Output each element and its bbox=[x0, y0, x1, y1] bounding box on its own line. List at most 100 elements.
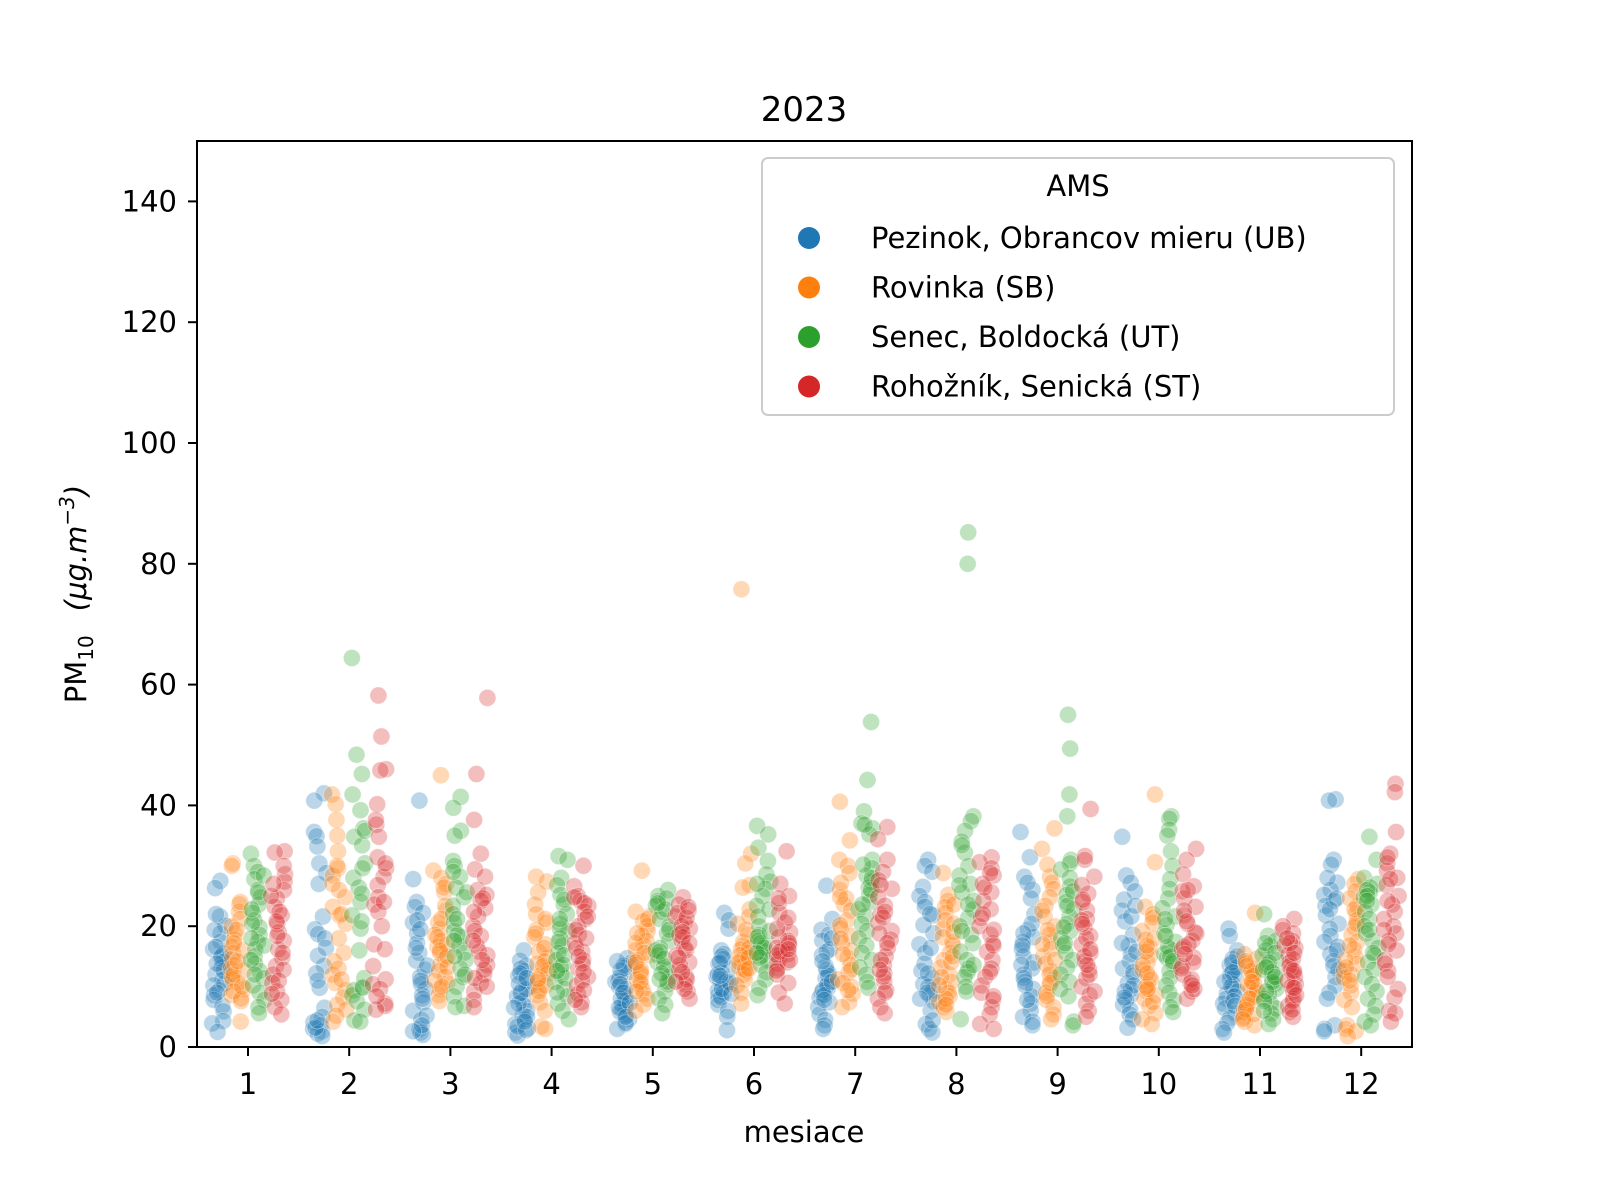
data-point bbox=[779, 945, 798, 963]
data-point bbox=[1234, 1010, 1252, 1029]
legend-label: Pezinok, Obrancov mieru (UB) bbox=[871, 221, 1307, 255]
data-point bbox=[612, 989, 630, 1008]
data-point bbox=[1326, 968, 1345, 986]
data-point bbox=[323, 875, 342, 893]
data-point bbox=[227, 920, 246, 939]
data-point bbox=[1361, 1016, 1380, 1035]
data-point bbox=[767, 939, 786, 957]
data-point bbox=[305, 791, 324, 810]
data-point bbox=[1368, 875, 1387, 893]
data-point bbox=[1245, 1016, 1264, 1035]
data-point bbox=[520, 977, 538, 996]
data-point bbox=[614, 956, 633, 975]
data-point bbox=[815, 991, 834, 1009]
data-point bbox=[841, 831, 859, 850]
data-point bbox=[1158, 826, 1177, 845]
data-point bbox=[1133, 1010, 1151, 1029]
data-point bbox=[1172, 959, 1191, 978]
data-point bbox=[1255, 989, 1274, 1008]
data-point bbox=[871, 905, 890, 923]
data-point bbox=[874, 968, 893, 986]
data-point bbox=[1348, 896, 1367, 915]
data-point bbox=[855, 802, 873, 821]
data-point bbox=[334, 988, 353, 1007]
data-point bbox=[1052, 929, 1070, 948]
data-point bbox=[332, 970, 351, 989]
data-point bbox=[957, 982, 976, 1001]
data-point bbox=[817, 876, 836, 895]
data-point bbox=[265, 998, 284, 1016]
data-point bbox=[344, 981, 363, 1000]
data-point bbox=[254, 866, 273, 885]
data-point bbox=[720, 959, 739, 978]
data-point bbox=[712, 988, 731, 1007]
data-point bbox=[228, 952, 247, 971]
data-point bbox=[206, 965, 225, 984]
data-point bbox=[1264, 1010, 1282, 1029]
data-point bbox=[1266, 965, 1285, 984]
data-point bbox=[933, 928, 952, 946]
data-point bbox=[245, 870, 264, 888]
data-point bbox=[1346, 1022, 1365, 1041]
data-point bbox=[366, 811, 385, 829]
data-point bbox=[1140, 997, 1159, 1015]
data-point bbox=[1265, 975, 1284, 994]
data-point bbox=[534, 957, 552, 975]
data-point bbox=[371, 980, 390, 998]
data-point bbox=[638, 917, 657, 936]
data-point bbox=[1160, 809, 1179, 828]
data-point bbox=[916, 856, 934, 875]
data-point bbox=[1255, 1001, 1273, 1020]
data-point bbox=[408, 911, 427, 930]
data-point bbox=[1224, 980, 1243, 998]
data-point bbox=[1159, 889, 1178, 908]
data-point bbox=[437, 901, 455, 920]
data-point bbox=[249, 895, 268, 914]
data-point bbox=[1045, 969, 1064, 987]
data-point bbox=[559, 922, 578, 940]
data-point bbox=[859, 978, 878, 997]
data-point bbox=[1244, 964, 1263, 983]
data-point bbox=[816, 1010, 834, 1029]
data-point bbox=[517, 1021, 536, 1039]
data-point bbox=[1258, 956, 1277, 974]
data-point bbox=[770, 942, 789, 961]
data-point bbox=[751, 956, 770, 974]
data-point bbox=[608, 1020, 627, 1038]
data-point bbox=[1320, 983, 1339, 1002]
data-point bbox=[1146, 986, 1165, 1004]
data-point bbox=[819, 966, 838, 985]
data-point bbox=[372, 727, 391, 746]
data-point bbox=[1122, 945, 1140, 963]
data-point bbox=[614, 982, 633, 1001]
data-point bbox=[329, 842, 347, 861]
data-point bbox=[842, 901, 860, 920]
data-point bbox=[269, 940, 288, 959]
data-point bbox=[923, 1023, 942, 1042]
data-point bbox=[1223, 953, 1242, 972]
data-point bbox=[465, 902, 484, 921]
data-point bbox=[529, 883, 548, 902]
data-point bbox=[1389, 887, 1408, 905]
data-point bbox=[1286, 968, 1304, 986]
data-point bbox=[858, 771, 877, 789]
data-point bbox=[1182, 970, 1201, 989]
legend-marker bbox=[798, 326, 820, 348]
data-point bbox=[304, 1020, 323, 1038]
data-point bbox=[1114, 995, 1132, 1014]
data-point bbox=[770, 928, 788, 946]
data-point bbox=[748, 817, 766, 835]
data-point bbox=[313, 1007, 332, 1026]
data-point bbox=[921, 1001, 940, 1020]
data-point bbox=[513, 992, 532, 1010]
data-point bbox=[246, 940, 265, 959]
data-point bbox=[1281, 934, 1299, 952]
data-point bbox=[224, 943, 243, 962]
data-point bbox=[456, 951, 475, 969]
data-point bbox=[606, 972, 625, 991]
data-point bbox=[1347, 904, 1366, 922]
data-point bbox=[376, 997, 395, 1015]
data-point bbox=[578, 907, 597, 926]
data-point bbox=[1072, 911, 1091, 930]
data-point bbox=[981, 900, 1000, 919]
